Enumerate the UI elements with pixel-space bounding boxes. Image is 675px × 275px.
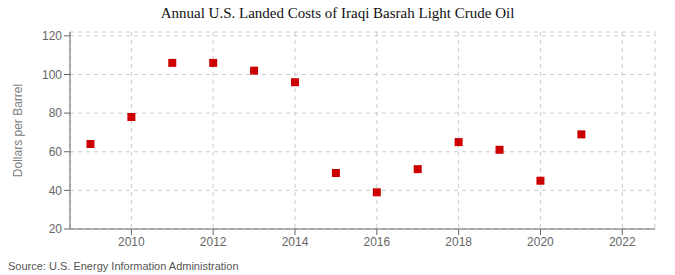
svg-text:2022: 2022 — [609, 235, 636, 249]
svg-text:120: 120 — [42, 29, 62, 43]
svg-text:20: 20 — [49, 222, 63, 236]
svg-text:40: 40 — [49, 184, 63, 198]
svg-text:80: 80 — [49, 106, 63, 120]
svg-text:2016: 2016 — [363, 235, 390, 249]
svg-text:2020: 2020 — [527, 235, 554, 249]
svg-text:Dollars per Barrel: Dollars per Barrel — [11, 84, 25, 177]
svg-text:2018: 2018 — [445, 235, 472, 249]
svg-text:60: 60 — [49, 145, 63, 159]
svg-text:2014: 2014 — [282, 235, 309, 249]
svg-text:2010: 2010 — [118, 235, 145, 249]
html-text:Source: U.S. Energy Informatio: Source: U.S. Energy Information Administ… — [8, 260, 239, 272]
html-text:Annual U.S. Landed Costs of Ir: Annual U.S. Landed Costs of Iraqi Basrah… — [160, 5, 515, 21]
svg-text:100: 100 — [42, 68, 62, 82]
svg-text:2012: 2012 — [200, 235, 227, 249]
